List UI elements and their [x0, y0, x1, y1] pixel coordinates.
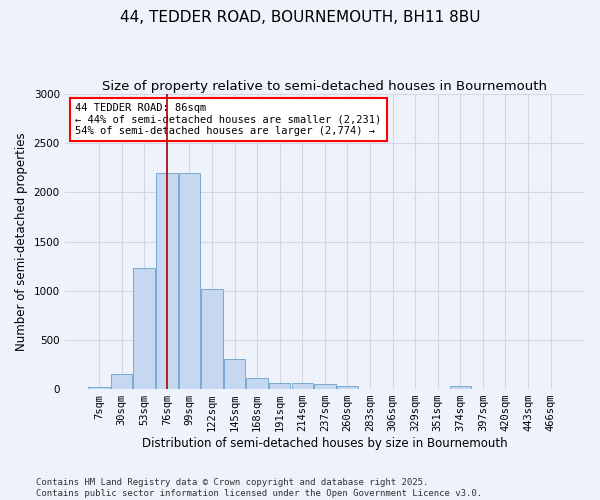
- Title: Size of property relative to semi-detached houses in Bournemouth: Size of property relative to semi-detach…: [103, 80, 547, 93]
- Text: 44 TEDDER ROAD: 86sqm
← 44% of semi-detached houses are smaller (2,231)
54% of s: 44 TEDDER ROAD: 86sqm ← 44% of semi-deta…: [75, 103, 382, 136]
- Bar: [314, 384, 335, 389]
- Bar: [269, 382, 290, 389]
- Bar: [292, 383, 313, 389]
- X-axis label: Distribution of semi-detached houses by size in Bournemouth: Distribution of semi-detached houses by …: [142, 437, 508, 450]
- Text: Contains HM Land Registry data © Crown copyright and database right 2025.
Contai: Contains HM Land Registry data © Crown c…: [36, 478, 482, 498]
- Bar: [133, 268, 155, 389]
- Bar: [111, 374, 133, 389]
- Text: 44, TEDDER ROAD, BOURNEMOUTH, BH11 8BU: 44, TEDDER ROAD, BOURNEMOUTH, BH11 8BU: [120, 10, 480, 25]
- Bar: [179, 173, 200, 389]
- Bar: [247, 378, 268, 389]
- Bar: [88, 387, 110, 389]
- Bar: [224, 358, 245, 389]
- Bar: [337, 386, 358, 389]
- Y-axis label: Number of semi-detached properties: Number of semi-detached properties: [15, 132, 28, 351]
- Bar: [201, 289, 223, 389]
- Bar: [449, 386, 471, 389]
- Bar: [156, 173, 178, 389]
